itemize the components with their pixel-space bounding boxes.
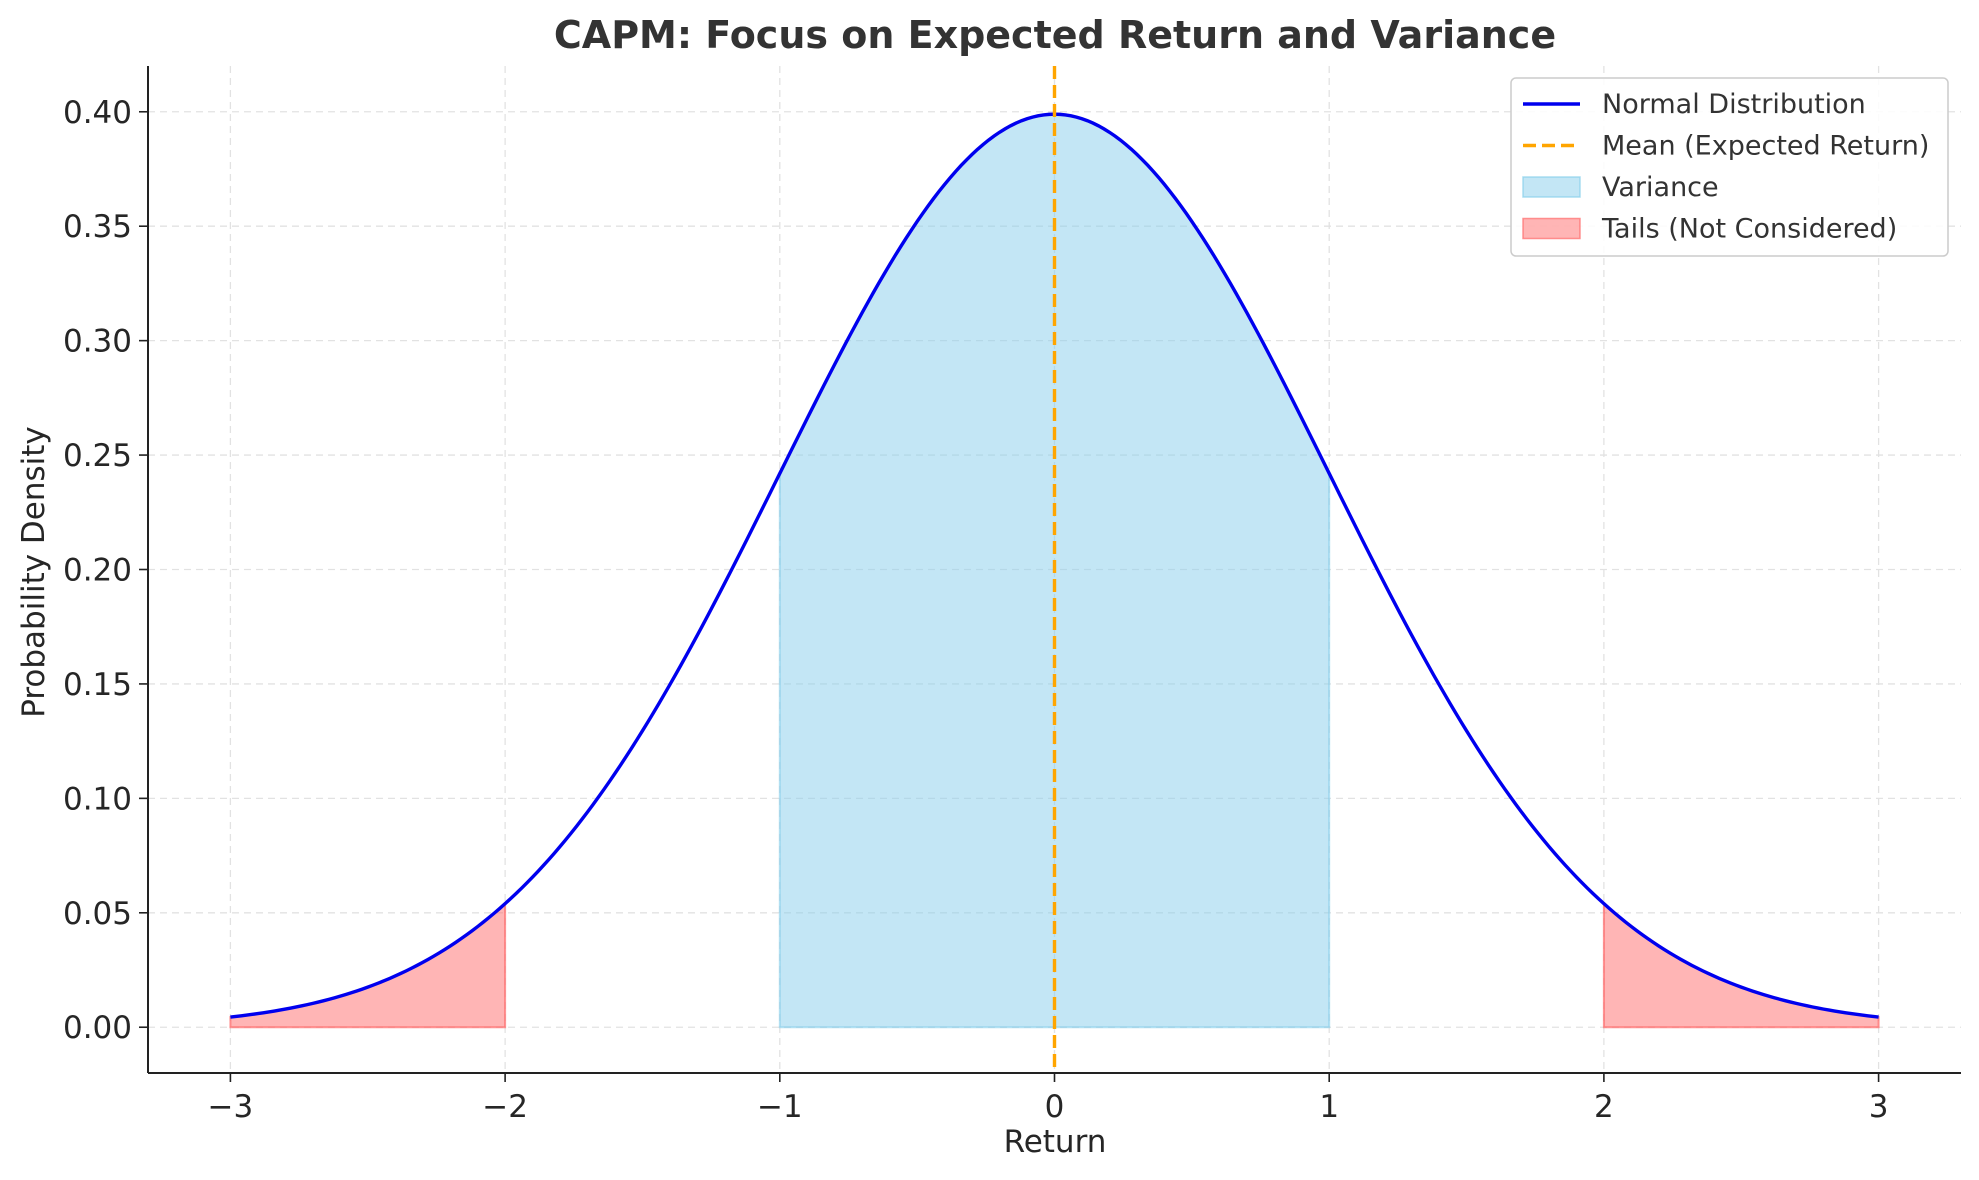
x-tick-label: −3: [208, 1089, 254, 1125]
legend-entry-label: Tails (Not Considered): [1601, 214, 1897, 245]
y-tick-label: 0.10: [63, 781, 132, 817]
x-tick-label: −2: [482, 1089, 528, 1125]
legend-patch-handle: [1522, 176, 1581, 198]
legend-entry-label: Variance: [1602, 172, 1719, 203]
x-tick-label: −1: [757, 1089, 803, 1125]
y-tick-label: 0.15: [63, 667, 132, 703]
left-tail-area: [229, 901, 507, 1029]
series-lines: [230, 66, 1879, 1073]
y-tick-label: 0.20: [63, 553, 132, 589]
x-axis-label: Return: [1004, 1124, 1107, 1160]
legend-entry-label: Normal Distribution: [1602, 89, 1866, 120]
y-axis-label: Probability Density: [16, 426, 52, 718]
y-tick-label: 0.00: [63, 1010, 132, 1046]
x-tick-label: 3: [1869, 1089, 1889, 1125]
chart-title: CAPM: Focus on Expected Return and Varia…: [554, 13, 1556, 57]
legend: Normal Distribution Mean (Expected Return…: [1510, 77, 1949, 257]
y-tick-label: 0.30: [63, 324, 132, 360]
legend-entry-label: Mean (Expected Return): [1602, 131, 1929, 162]
ticks: −3 −2 −1 0 1 2 3 0.00 0.05 0.10 0.15 0.20 0.25 0.30 0.…: [63, 95, 1888, 1125]
legend-frame: [1510, 77, 1949, 257]
y-tick-label: 0.05: [63, 896, 132, 932]
x-tick-label: 0: [1045, 1089, 1065, 1125]
y-tick-label: 0.25: [63, 438, 132, 474]
x-tick-label: 1: [1319, 1089, 1339, 1125]
y-tick-label: 0.40: [63, 95, 132, 131]
legend-patch-handle: [1522, 217, 1581, 240]
right-tail-area: [1602, 901, 1880, 1029]
x-tick-label: 2: [1594, 1089, 1614, 1125]
y-tick-label: 0.35: [63, 209, 132, 245]
